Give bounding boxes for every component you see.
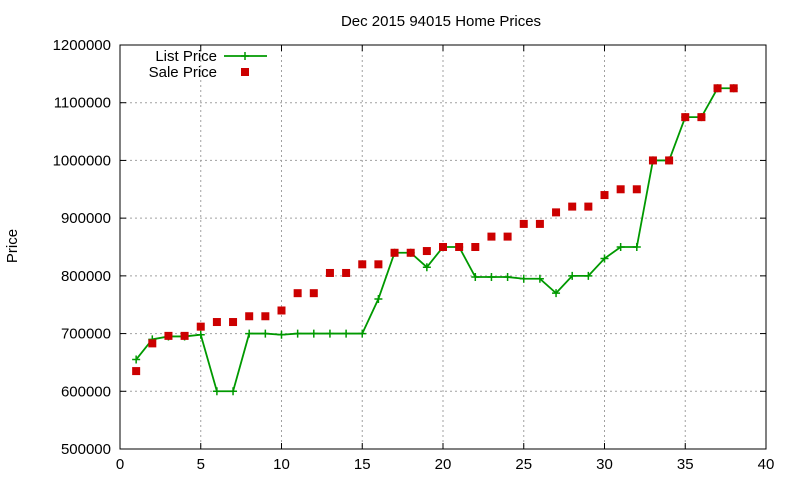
sale-price-point: [196, 322, 205, 331]
sale-price-point: [358, 260, 367, 269]
x-tick-label: 10: [273, 456, 290, 473]
y-tick-label: 500000: [61, 441, 111, 458]
sale-price-point: [648, 156, 657, 165]
y-axis-label: Price: [4, 229, 21, 263]
sale-price-point: [164, 331, 173, 340]
sale-price-point: [503, 232, 512, 241]
list-price-point: [293, 329, 302, 338]
sale-price-point: [697, 113, 706, 122]
legend-entry: Sale Price: [149, 64, 249, 81]
x-tick-label: 30: [596, 456, 613, 473]
list-price-point: [422, 263, 431, 272]
sale-price-point: [519, 219, 528, 228]
legend-point-swatch: [241, 68, 249, 76]
list-price-line: [135, 87, 734, 393]
x-tick-label: 20: [435, 456, 452, 473]
series: [132, 84, 738, 396]
list-price-point: [616, 243, 625, 251]
list-price-point: [277, 330, 286, 339]
sale-price-point: [455, 243, 464, 251]
sale-price-point: [342, 268, 351, 277]
sale-price-point: [535, 219, 544, 228]
sale-price-point: [180, 331, 189, 340]
x-tick-label: 35: [677, 456, 694, 473]
sale-price-point: [229, 318, 238, 327]
sale-price-point: [616, 185, 625, 194]
legend-point-swatch: [241, 52, 249, 60]
list-price-point: [132, 355, 141, 364]
sale-price-point: [713, 84, 722, 93]
x-tick-label: 5: [197, 456, 205, 473]
y-tick-label: 900000: [61, 210, 111, 227]
y-tick-label: 1000000: [53, 152, 111, 169]
sale-price-point: [439, 243, 447, 251]
sale-price-point: [132, 367, 141, 376]
x-tick-label: 15: [354, 456, 371, 473]
sale-price-point: [487, 232, 496, 241]
sale-price-point: [261, 312, 270, 321]
list-price-point: [503, 273, 512, 282]
list-price-point: [535, 274, 544, 283]
legend-label: List Price: [155, 48, 217, 65]
list-price-point: [374, 294, 383, 303]
sale-price-point: [729, 84, 738, 93]
list-price-point: [342, 329, 351, 338]
sale-price-point: [325, 268, 334, 277]
plot-frame: [119, 44, 767, 450]
sale-price-point: [422, 247, 431, 256]
tick-labels: 0 5 10 15 20 25 30 35 40 500000 600000 700000 800000…: [53, 37, 775, 473]
list-price-point: [471, 273, 480, 282]
x-tick-label: 40: [758, 456, 775, 473]
sale-price-point: [374, 260, 383, 269]
sale-price-point: [552, 208, 561, 217]
chart-title: Dec 2015 94015 Home Prices: [341, 13, 541, 30]
list-price-point: [632, 243, 641, 251]
sale-price-point: [277, 306, 286, 315]
list-price-point: [325, 329, 334, 338]
sale-price-point: [568, 202, 577, 211]
sale-price-point: [390, 248, 399, 257]
sale-price-point: [600, 191, 609, 200]
sale-price-point: [632, 185, 641, 194]
list-price-point: [552, 289, 561, 298]
sale-price-point: [293, 289, 302, 298]
y-tick-label: 600000: [61, 383, 111, 400]
list-price-point: [245, 329, 254, 338]
sale-price-point: [148, 339, 157, 348]
list-price-point: [261, 329, 270, 338]
list-price-point: [487, 273, 496, 282]
list-price-point: [358, 329, 367, 338]
list-price-point: [600, 254, 609, 263]
list-price-point: [584, 271, 593, 280]
list-price-point: [568, 271, 577, 280]
sale-price-point: [584, 202, 593, 211]
x-tick-label: 25: [515, 456, 532, 473]
sale-price-point: [212, 318, 221, 327]
y-tick-label: 800000: [61, 268, 111, 285]
sale-price-point: [681, 113, 690, 122]
y-tick-label: 700000: [61, 326, 111, 343]
list-price-point: [229, 387, 238, 396]
y-tick-label: 1100000: [54, 95, 111, 112]
sale-price-point: [471, 243, 480, 251]
sale-price-point: [309, 289, 318, 298]
list-price-point: [519, 274, 528, 283]
sale-price-point: [406, 248, 415, 257]
list-price-point: [196, 330, 205, 339]
x-tick-label: 0: [116, 456, 124, 473]
sale-price-point: [245, 312, 254, 321]
legend-entry: List Price: [155, 48, 267, 65]
series-list-price: [132, 84, 738, 396]
y-tick-label: 1200000: [53, 37, 111, 54]
series-sale-price: [132, 84, 738, 376]
sale-price-point: [665, 156, 674, 165]
legend-label: Sale Price: [149, 64, 217, 81]
list-price-point: [309, 329, 318, 338]
list-price-point: [212, 387, 221, 396]
